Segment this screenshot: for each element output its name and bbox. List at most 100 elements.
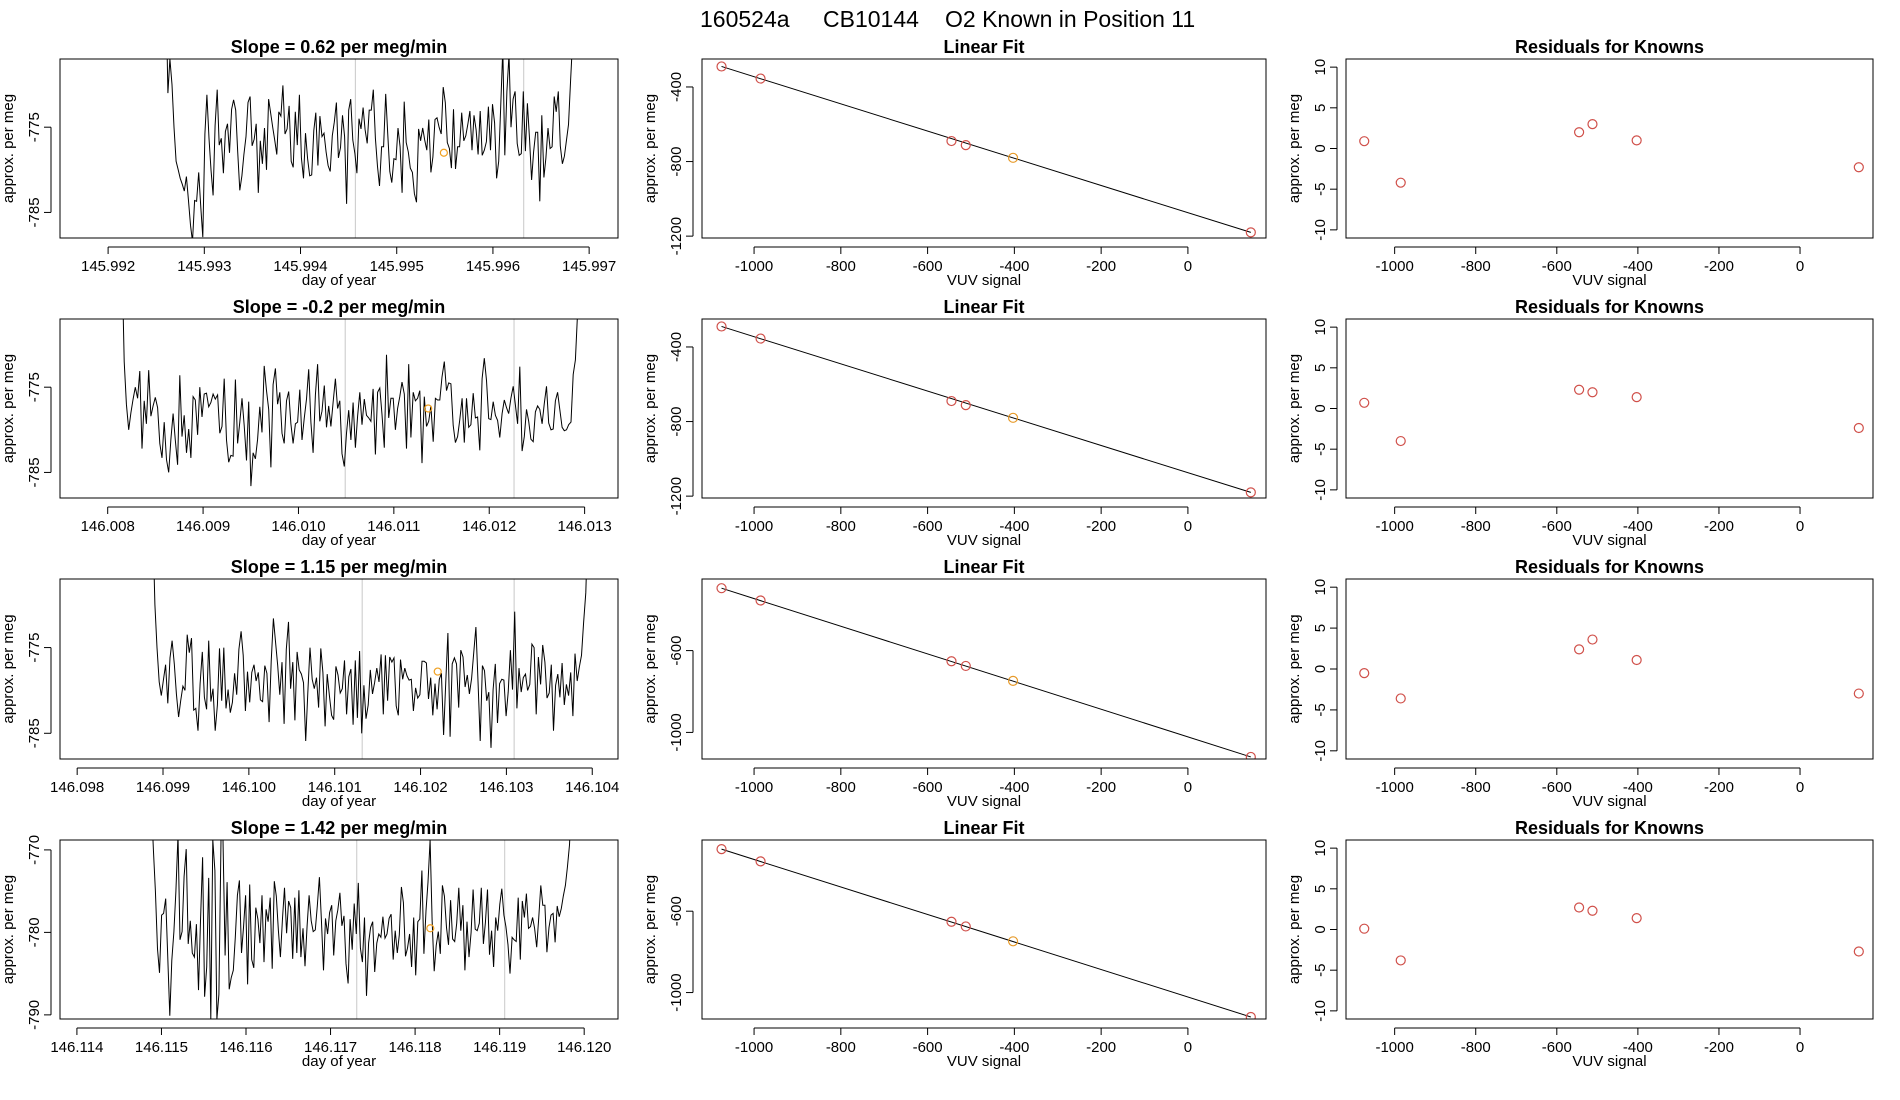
panel-title: Linear Fit <box>943 818 1024 838</box>
fit-panel-row3: Linear Fit -1000 -800 -600 -400 -200 0 VUV sign… <box>642 557 1267 810</box>
x-tick-label: -200 <box>1086 1039 1116 1056</box>
data-series-line <box>166 59 573 238</box>
fit-line <box>721 325 1251 493</box>
data-point <box>755 333 766 344</box>
residuals-panel-row2: Residuals for Knowns-1000 -800 -600 -400 -20… <box>1286 297 1874 549</box>
x-tick-label: 146.101 <box>308 779 362 796</box>
residuals-panel-row1: Residuals for Knowns-1000 -800 -600 -400 -20… <box>1286 37 1874 289</box>
data-series-line <box>152 840 571 1019</box>
plot-content <box>153 579 587 759</box>
data-point <box>1245 1011 1256 1019</box>
y-tick-label: -5 <box>1312 183 1329 196</box>
plot-frame <box>1345 839 1874 1020</box>
y-tick-label: -785 <box>26 197 43 227</box>
residuals-panel-row3: Residuals for Knowns-1000 -800 -600 -400 -20… <box>1286 557 1874 810</box>
x-tick-label: 0 <box>1796 779 1804 796</box>
data-point <box>1853 162 1864 173</box>
plot-content <box>152 840 571 1019</box>
fit-panel-row4: Linear Fit -1000 -800 -600 -400 -200 0 VUV sign… <box>642 818 1267 1070</box>
y-tick-label: -5 <box>1312 964 1329 977</box>
x-tick-label: 146.009 <box>176 518 230 535</box>
panel-title: Residuals for Knowns <box>1515 37 1704 57</box>
y-tick-label: -770 <box>26 835 43 865</box>
data-point <box>1245 487 1256 498</box>
fit-line <box>721 65 1251 233</box>
x-tick-label: -400 <box>999 258 1029 275</box>
x-tick-label: 0 <box>1184 258 1192 275</box>
y-tick-label: -1200 <box>668 477 685 515</box>
x-axis-label: VUV signal <box>947 1053 1021 1070</box>
data-point <box>1853 422 1864 434</box>
data-point <box>1587 905 1598 916</box>
x-tick-label: -800 <box>1461 258 1491 275</box>
x-axis-label: day of year <box>302 272 376 289</box>
x-tick-label: 146.098 <box>50 779 104 796</box>
y-tick-label: 0 <box>1312 404 1329 412</box>
plot-frame <box>701 839 1267 1020</box>
x-tick-label: 146.116 <box>219 1039 272 1056</box>
fit-line <box>721 848 1251 1018</box>
x-tick-label: -1000 <box>1375 1039 1413 1056</box>
y-tick-label: 0 <box>1312 925 1329 933</box>
x-tick-label: -400 <box>999 1039 1029 1056</box>
x-tick-label: -200 <box>1086 258 1116 275</box>
y-tick-label: 10 <box>1312 579 1329 596</box>
time-panel-row1: Slope = 0.62 per meg/min 145.992 145.993 14… <box>0 37 619 289</box>
highlight-point <box>1007 412 1019 423</box>
data-point <box>1631 654 1642 666</box>
x-tick-label: 145.993 <box>177 258 231 275</box>
x-tick-label: -400 <box>1623 779 1653 796</box>
plot-frame <box>59 578 619 760</box>
y-tick-label: 10 <box>1312 840 1329 857</box>
plot-frame <box>701 578 1267 760</box>
x-tick-label: -800 <box>826 779 856 796</box>
y-tick-label: -600 <box>668 896 685 926</box>
plot-content <box>122 319 578 498</box>
data-point <box>960 400 971 411</box>
y-tick-label: 0 <box>1312 665 1329 673</box>
panel-title: Linear Fit <box>943 37 1024 57</box>
x-tick-label: -800 <box>826 518 856 535</box>
data-point <box>946 916 957 927</box>
known-marker <box>426 924 435 933</box>
panel-title: Slope = 0.62 per meg/min <box>231 37 448 57</box>
data-point <box>1631 392 1642 403</box>
x-tick-label: 0 <box>1184 518 1192 535</box>
plot-frame <box>701 318 1267 499</box>
data-point <box>1395 693 1406 704</box>
x-tick-label: 146.100 <box>222 779 276 796</box>
x-tick-label: -800 <box>1461 779 1491 796</box>
y-axis-label: approx. per meg <box>1286 875 1303 984</box>
plot-content <box>1359 634 1864 704</box>
x-tick-label: 145.997 <box>562 258 616 275</box>
data-series-line <box>153 579 587 748</box>
data-point <box>1587 634 1598 645</box>
y-tick-label: -10 <box>1312 219 1329 241</box>
y-tick-label: -800 <box>668 407 685 437</box>
x-tick-label: -800 <box>1461 1039 1491 1056</box>
panel-title: Slope = 1.42 per meg/min <box>231 818 448 838</box>
x-axis-label: VUV signal <box>1572 272 1646 289</box>
data-point <box>1573 902 1585 913</box>
known-marker <box>439 148 448 157</box>
x-tick-label: -200 <box>1704 258 1734 275</box>
data-point <box>1245 751 1256 759</box>
y-tick-label: -775 <box>26 112 43 142</box>
x-tick-label: 146.013 <box>557 518 611 535</box>
y-tick-label: 5 <box>1312 624 1329 632</box>
panel-title: Residuals for Knowns <box>1515 818 1704 838</box>
y-axis-label: approx. per meg <box>1286 354 1303 463</box>
plot-frame <box>701 58 1267 239</box>
panel-title: Linear Fit <box>943 297 1024 317</box>
y-tick-label: -400 <box>668 332 685 362</box>
data-point <box>946 656 957 667</box>
x-tick-label: -400 <box>999 779 1029 796</box>
data-point <box>716 583 727 594</box>
x-tick-label: -400 <box>1623 258 1653 275</box>
x-tick-label: 145.992 <box>81 258 135 275</box>
x-tick-label: 146.010 <box>271 518 325 535</box>
x-tick-label: 146.102 <box>393 779 447 796</box>
x-tick-label: 146.118 <box>389 1039 442 1056</box>
y-tick-label: -10 <box>1312 740 1329 762</box>
data-point <box>755 73 766 84</box>
